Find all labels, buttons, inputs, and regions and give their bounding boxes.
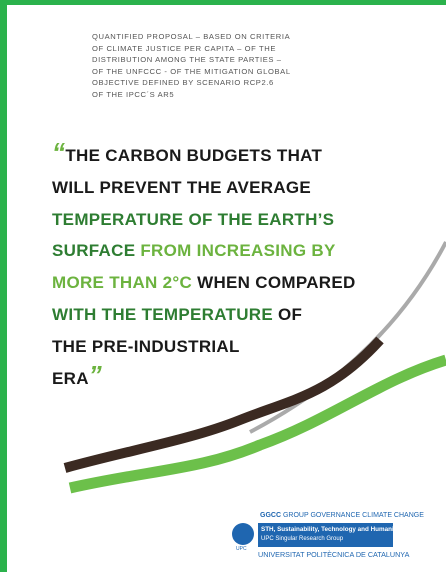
title-segment: WHEN COMPARED (197, 273, 355, 292)
subtitle-line: DISTRIBUTION AMONG THE STATE PARTIES – (92, 54, 291, 66)
subtitle-line: OF CLIMATE JUSTICE PER CAPITA – OF THE (92, 43, 291, 55)
title-segment: WITH THE TEMPERATURE (52, 305, 278, 324)
title-line: WILL PREVENT THE AVERAGE (52, 172, 356, 204)
title-segment: TEMPERATURE OF THE EARTH’S (52, 210, 334, 229)
cover: QUANTIFIED PROPOSAL – BASED ON CRITERIAO… (0, 0, 446, 572)
title-line: THE PRE-INDUSTRIAL (52, 331, 356, 363)
close-quote: ” (89, 360, 102, 390)
sth-group: UPC Singular Research Group (261, 536, 343, 542)
title-segment: OF (278, 305, 302, 324)
title-line: TEMPERATURE OF THE EARTH’S (52, 204, 356, 236)
title-line: SURFACE FROM INCREASING BY (52, 235, 356, 267)
upc-logo (232, 523, 254, 545)
title-line: WITH THE TEMPERATURE OF (52, 299, 356, 331)
ggcc: GGCC GROUP GOVERNANCE CLIMATE CHANGE (260, 512, 424, 519)
ggcc-mark: GGCC (260, 512, 281, 519)
upc-mark: UPC (236, 546, 247, 552)
title-line: ERA” (52, 363, 356, 395)
subtitle-line: QUANTIFIED PROPOSAL – BASED ON CRITERIA (92, 31, 291, 43)
university: UNIVERSITAT POLITÈCNICA DE CATALUNYA (258, 550, 409, 559)
ggcc-name: GROUP GOVERNANCE CLIMATE CHANGE (283, 512, 424, 519)
title-segment: ERA (52, 369, 89, 388)
title-segment: THE CARBON BUDGETS THAT (65, 146, 322, 165)
title-segment: WILL PREVENT THE AVERAGE (52, 178, 311, 197)
title-line: MORE THAN 2°C WHEN COMPARED (52, 267, 356, 299)
subtitle-line: OBJECTIVE DEFINED BY SCENARIO RCP2.6 (92, 77, 291, 89)
title: “THE CARBON BUDGETS THAT WILL PREVENT THE… (52, 140, 356, 394)
title-segment: THE PRE-INDUSTRIAL (52, 337, 240, 356)
title-segment: FROM INCREASING BY (140, 241, 335, 260)
title-line: “THE CARBON BUDGETS THAT (52, 140, 356, 172)
title-segment: MORE THAN 2°C (52, 273, 197, 292)
title-segment: SURFACE (52, 241, 140, 260)
subtitle-line: OF THE UNFCCC - OF THE MITIGATION GLOBAL (92, 66, 291, 78)
open-quote: “ (52, 137, 65, 167)
left-border (0, 0, 7, 572)
sth-name: STH, Sustainability, Technology and Huma… (261, 526, 403, 533)
subtitle-line: OF THE IPCC´S AR5 (92, 89, 291, 101)
top-border (0, 0, 446, 5)
